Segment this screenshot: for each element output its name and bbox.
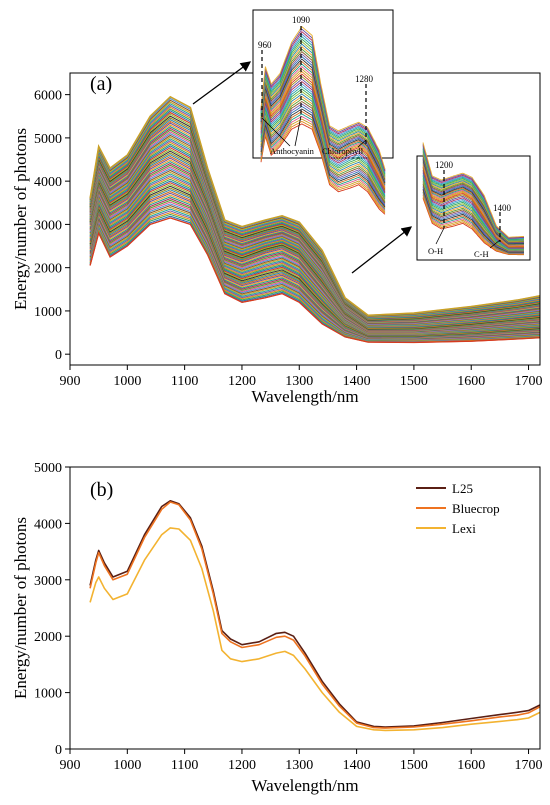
series-line-lexi — [89, 527, 540, 732]
inset-spectrum-line — [422, 166, 524, 248]
spectrum-line-max — [89, 95, 540, 317]
panel-b-frame — [69, 466, 541, 750]
panel-b-y-ticks: 0 1000 2000 3000 4000 5000 — [34, 461, 70, 758]
y-tick-label: 4000 — [34, 175, 62, 190]
x-tick-label: 1000 — [113, 758, 141, 773]
inset-2-peak-1200: 1200 — [435, 160, 454, 170]
panel-b-y-axis-label: Energy/number of photons — [11, 517, 30, 699]
x-tick-label: 1500 — [400, 374, 428, 389]
inset-1-peak-1090: 1090 — [292, 15, 311, 25]
x-tick-label: 1700 — [515, 374, 543, 389]
inset-1-leader-a — [261, 117, 291, 147]
y-tick-label: 1000 — [34, 687, 62, 702]
inset-2-oh-label: O-H — [428, 246, 443, 256]
x-tick-label: 1200 — [228, 374, 256, 389]
y-tick-label: 4000 — [34, 517, 62, 532]
legend-label: L25 — [452, 481, 473, 496]
y-tick-label: 0 — [55, 743, 62, 758]
x-tick-label: 1400 — [343, 374, 371, 389]
y-tick-label: 5000 — [34, 132, 62, 147]
y-tick-label: 5000 — [34, 461, 62, 476]
inset-spectrum-line — [260, 118, 386, 213]
inset-2-ch-label: C-H — [474, 249, 489, 259]
legend-label: Lexi — [452, 521, 476, 536]
panel-a-y-axis-label: Energy/number of photons — [11, 128, 30, 310]
inset-spectrum-line — [260, 113, 386, 210]
x-tick-label: 1300 — [285, 374, 313, 389]
inset-1: 960 1090 1280 Anthocyanin Chlorophyll — [252, 9, 394, 215]
inset-spectrum-line — [260, 103, 386, 205]
x-tick-label: 1300 — [285, 758, 313, 773]
y-tick-label: 2000 — [34, 630, 62, 645]
inset-2-arrow — [351, 226, 413, 274]
inset-1-peak-1280: 1280 — [355, 74, 374, 84]
panel-a-x-axis-label: Wavelength/nm — [251, 387, 358, 406]
inset-1-chlorophyll-label: Chlorophyll — [322, 146, 364, 156]
inset-spectrum-line — [260, 26, 386, 170]
inset-spectrum-line — [422, 142, 525, 238]
y-tick-label: 3000 — [34, 574, 62, 589]
spectrum-line-min — [89, 217, 540, 344]
panel-b-series — [89, 500, 540, 732]
y-tick-label: 0 — [55, 348, 62, 363]
inset-1-leader-b — [294, 115, 302, 147]
x-tick-label: 1000 — [113, 374, 141, 389]
panel-b-x-ticks: 900 1000 1100 1200 1300 1400 1500 1600 1700 — [60, 749, 543, 773]
inset-2-leader-b — [489, 239, 501, 249]
inset-2-leader-a — [435, 227, 445, 245]
inset-2: 1200 1400 O-H C-H — [416, 142, 531, 261]
inset-1-arrow — [192, 61, 252, 105]
inset-1-peak-960: 960 — [258, 40, 272, 50]
inset-2-peak-1400: 1400 — [493, 203, 512, 213]
panel-a-label: (a) — [90, 73, 112, 95]
series-line-bluecrop — [89, 501, 540, 729]
panel-b-legend: L25 Bluecrop Lexi — [416, 481, 500, 536]
panel-b-x-axis-label: Wavelength/nm — [251, 776, 358, 795]
x-tick-label: 1500 — [400, 758, 428, 773]
panel-a-x-ticks: 900 1000 1100 1200 1300 1400 1500 1600 1700 — [60, 365, 543, 389]
x-tick-label: 1200 — [228, 758, 256, 773]
y-tick-label: 3000 — [34, 218, 62, 233]
inset-spectrum-line — [260, 121, 386, 214]
x-tick-label: 1100 — [171, 758, 198, 773]
x-tick-label: 900 — [60, 758, 81, 773]
inset-spectrum-line — [422, 193, 524, 254]
panel-b-label: (b) — [90, 479, 113, 501]
series-line-l25 — [89, 500, 540, 728]
inset-1-anthocyanin-label: Anthocyanin — [270, 146, 315, 156]
x-tick-label: 900 — [60, 374, 81, 389]
inset-2-spectra — [422, 142, 525, 256]
inset-spectrum-line — [260, 123, 386, 215]
inset-spectrum-line — [260, 108, 386, 208]
y-tick-label: 1000 — [34, 305, 62, 320]
y-tick-label: 2000 — [34, 262, 62, 277]
y-tick-label: 6000 — [34, 89, 62, 104]
panel-a-spectra — [89, 95, 540, 344]
panel-b-chart: 900 1000 1100 1200 1300 1400 1500 1600 1700 0 100… — [11, 461, 543, 795]
inset-1-leader-c — [357, 139, 367, 148]
inset-1-spectra — [260, 26, 386, 215]
x-tick-label: 1400 — [343, 758, 371, 773]
legend-label: Bluecrop — [452, 501, 500, 516]
x-tick-label: 1100 — [171, 374, 198, 389]
x-tick-label: 1600 — [457, 374, 485, 389]
x-tick-label: 1600 — [457, 758, 485, 773]
x-tick-label: 1700 — [515, 758, 543, 773]
panel-a-chart: 900 1000 1100 1200 1300 1400 1500 1600 1700 0 100… — [11, 9, 543, 406]
panel-a-y-ticks: 0 1000 2000 3000 4000 5000 6000 — [34, 89, 70, 363]
